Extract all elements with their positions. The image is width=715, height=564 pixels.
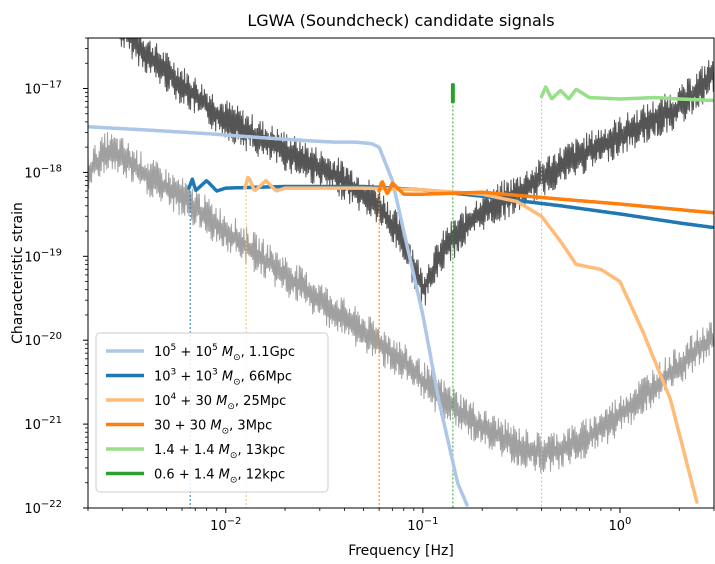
legend-entry-2: 104 + 30 M⊙, 25Mpc	[154, 392, 286, 412]
axes-frame	[87, 37, 715, 509]
x-axis-label: Frequency [Hz]	[348, 543, 454, 559]
y-tick-label-1: 10−21	[24, 415, 62, 433]
chart-title: LGWA (Soundcheck) candidate signals	[247, 11, 554, 30]
x-tick-label-0: 10−2	[210, 516, 241, 534]
y-axis-label: Characteristic strain	[10, 202, 26, 344]
axis-ticks: 10−2 10−1 100 10−22 10−21 10−20 10−19 10−18 10−1…	[24, 37, 715, 534]
series-line-1	[187, 177, 714, 230]
noise-curve-1	[88, 132, 714, 474]
legend-box	[95, 332, 329, 493]
series-line-0	[88, 125, 469, 507]
legend-entry-5: 0.6 + 1.4 M⊙, 12kpc	[154, 468, 285, 486]
plot-area	[88, 38, 714, 508]
legend-entry-0: 105 + 105 M⊙, 1.1Gpc	[154, 343, 295, 363]
y-tick-label-4: 10−18	[24, 163, 62, 181]
legend-entry-3: 30 + 30 M⊙, 3Mpc	[154, 419, 272, 437]
y-tick-label-5: 10−17	[24, 80, 62, 98]
legend: 105 + 105 M⊙, 1.1Gpc 103 + 103 M⊙, 66Mpc 1…	[95, 332, 329, 493]
legend-entry-1: 103 + 103 M⊙, 66Mpc	[154, 368, 292, 388]
noise-curve-0	[119, 38, 714, 306]
y-tick-label-3: 10−19	[24, 247, 62, 265]
series-line-4	[539, 85, 714, 103]
y-tick-label-2: 10−20	[24, 331, 62, 349]
x-tick-label-2: 100	[608, 516, 631, 534]
y-tick-label-0: 10−22	[24, 499, 62, 517]
legend-entry-4: 1.4 + 1.4 M⊙, 13kpc	[154, 443, 285, 461]
x-tick-label-1: 10−1	[407, 516, 438, 534]
series-line-3	[377, 180, 714, 215]
